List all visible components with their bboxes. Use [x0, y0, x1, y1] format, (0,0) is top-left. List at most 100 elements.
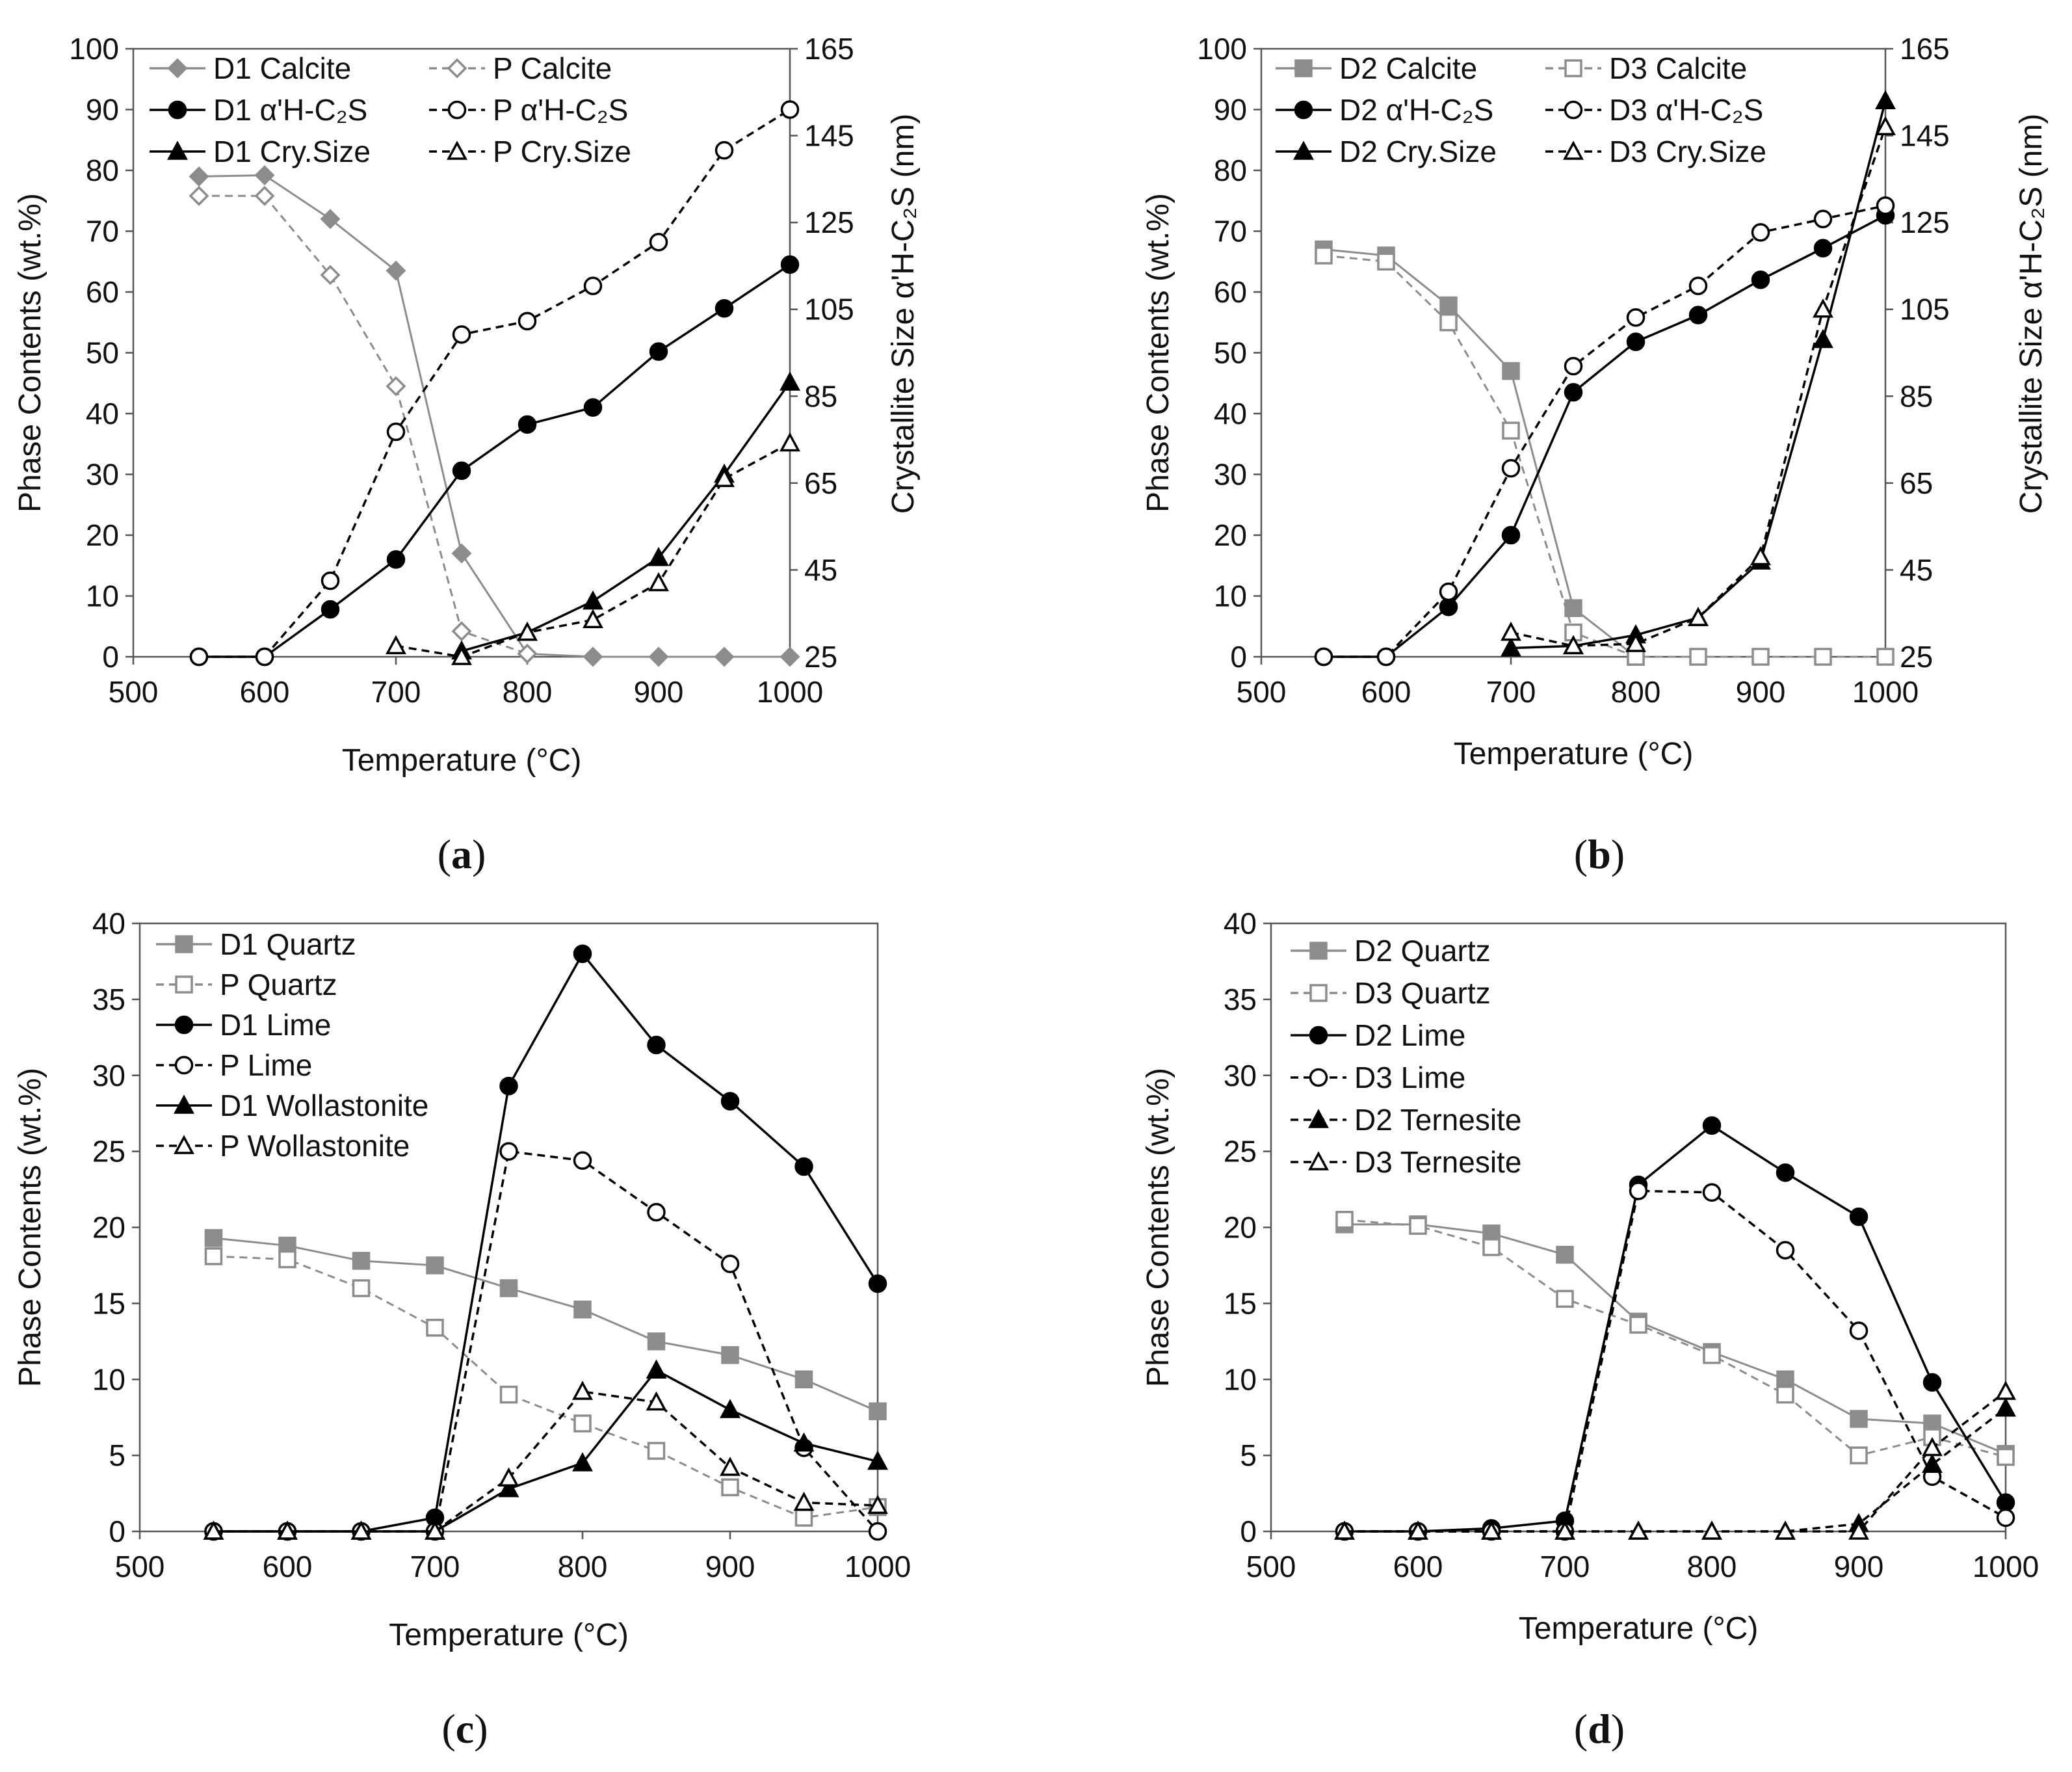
y-tick-label: 35 — [92, 983, 125, 1016]
y-tick-label: 15 — [92, 1286, 125, 1320]
data-point — [780, 255, 800, 274]
data-point — [1996, 1508, 2015, 1527]
data-point — [647, 1332, 666, 1351]
data-point — [451, 621, 472, 642]
y2-tick-label: 105 — [804, 293, 854, 326]
y-tick-label: 0 — [1230, 640, 1247, 674]
y-tick-label: 40 — [1214, 397, 1247, 430]
data-point — [1554, 1520, 1575, 1540]
data-point — [499, 1142, 518, 1161]
panel-label-close: ) — [1611, 1706, 1625, 1752]
legend-marker — [1309, 984, 1328, 1002]
data-point — [277, 1520, 298, 1540]
x-tick-label: 1000 — [1973, 1550, 2039, 1583]
data-point — [352, 1279, 371, 1297]
data-point — [647, 1035, 666, 1055]
series-p-cry-size — [386, 432, 800, 665]
data-point — [518, 415, 537, 434]
series-line — [213, 1237, 878, 1412]
data-point — [1439, 598, 1458, 616]
data-point — [573, 944, 592, 963]
data-point — [1626, 308, 1646, 327]
data-point — [499, 1385, 518, 1404]
y-tick-label: 10 — [92, 1362, 125, 1396]
series-line — [198, 174, 790, 658]
x-axis-title: Temperature (°C) — [342, 743, 582, 778]
legend-label: D2 Cry.Size — [1339, 135, 1497, 168]
data-point — [780, 100, 800, 119]
legend-item-d1-alpha-h-c2s: D1 α'H-C₂S — [150, 93, 367, 127]
data-point — [1813, 239, 1833, 258]
legend-item-d2-cry-size: D2 Cry.Size — [1276, 135, 1497, 168]
y-tick-label: 5 — [109, 1438, 125, 1472]
data-point — [720, 1254, 740, 1273]
data-point — [1501, 525, 1521, 545]
data-point — [721, 1346, 739, 1364]
data-point — [793, 1491, 815, 1511]
data-point — [1688, 607, 1709, 626]
y-tick-label: 10 — [1214, 579, 1247, 613]
y-tick-label: 10 — [86, 579, 119, 613]
data-point — [1848, 1520, 1869, 1540]
series-line — [1324, 204, 1886, 658]
data-point — [583, 646, 603, 667]
data-point — [648, 572, 669, 592]
data-point — [1408, 1520, 1428, 1540]
data-point — [1701, 1520, 1722, 1540]
data-point — [1689, 648, 1707, 666]
data-point — [189, 647, 209, 667]
data-point — [499, 1076, 518, 1096]
series-p-wollastonite — [203, 1381, 888, 1540]
data-point — [203, 1520, 224, 1540]
y-tick-label: 20 — [1224, 1211, 1257, 1245]
data-point — [1688, 276, 1708, 295]
legend-label: D2 Quartz — [1354, 934, 1491, 968]
x-tick-label: 600 — [263, 1550, 313, 1583]
legend-marker — [1309, 942, 1328, 960]
x-tick-label: 800 — [1687, 1550, 1737, 1583]
legend-item-d2-ternesite: D2 Ternesite — [1291, 1103, 1521, 1137]
series-d1-cry-size — [451, 371, 800, 660]
data-point — [1377, 252, 1395, 271]
legend-item-d3-ternesite: D3 Ternesite — [1291, 1145, 1521, 1179]
legend-item-d2-quartz: D2 Quartz — [1291, 934, 1491, 968]
data-point — [1922, 1436, 1943, 1457]
data-point — [518, 311, 537, 331]
data-point — [204, 1229, 223, 1247]
data-point — [780, 432, 800, 452]
legend-marker — [175, 975, 193, 994]
legend-label: P Quartz — [220, 968, 337, 1001]
data-point — [714, 646, 735, 667]
x-tick-label: 900 — [1736, 675, 1786, 709]
data-point — [1849, 1207, 1869, 1226]
data-point — [255, 647, 274, 667]
series-d3-alpha-h-c2s — [1314, 196, 1895, 667]
data-point — [189, 166, 209, 187]
y-tick-label: 60 — [1214, 275, 1247, 309]
legend-item-d3-cry-size: D3 Cry.Size — [1545, 135, 1766, 168]
data-point — [189, 185, 209, 206]
data-point — [794, 1370, 813, 1388]
legend-marker — [174, 1135, 194, 1154]
legend: D1 Calcite P Calcite D1 α'H-C₂S P α'H-C₂S D1… — [150, 51, 631, 168]
series-line — [1323, 248, 1636, 658]
y-tick-label: 30 — [86, 458, 119, 492]
data-point — [1502, 362, 1520, 380]
data-point — [1849, 1321, 1869, 1340]
y2-tick-label: 65 — [804, 466, 837, 500]
data-point — [278, 1250, 296, 1269]
data-point — [721, 1478, 739, 1496]
data-point — [647, 1442, 666, 1460]
data-point — [426, 1256, 444, 1275]
data-point — [583, 609, 603, 629]
legend-marker — [175, 935, 193, 953]
x-tick-label: 1000 — [757, 675, 823, 709]
panel-label-letter: d — [1588, 1706, 1611, 1752]
series-line — [213, 1150, 879, 1533]
y-tick-label: 70 — [1214, 215, 1247, 248]
data-point — [649, 233, 668, 252]
legend-marker — [174, 1055, 194, 1075]
legend-marker — [447, 100, 467, 120]
panel-label: (b) — [1574, 831, 1625, 877]
data-point — [386, 260, 406, 281]
